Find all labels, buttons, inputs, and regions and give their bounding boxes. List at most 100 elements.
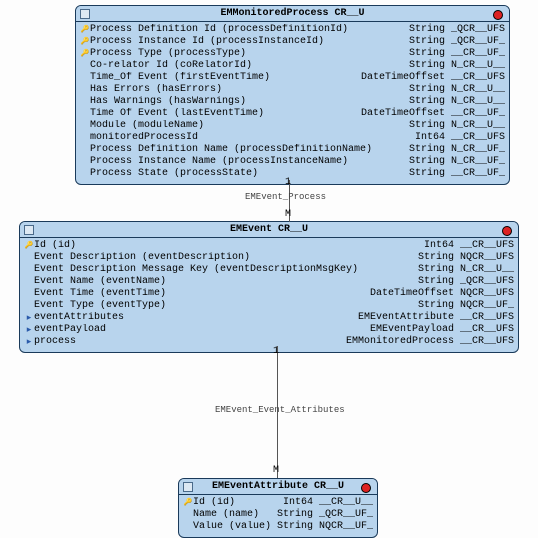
attribute-row: Event Type (eventType)String NQCR__UF_: [24, 300, 514, 312]
attribute-name: Process State (processState): [90, 168, 403, 180]
attribute-type: DateTimeOffset NQCR__UFS: [364, 288, 514, 300]
key-icon: 🔑: [80, 36, 90, 48]
attribute-row: ▸processEMMonitoredProcess __CR__UFS: [24, 336, 514, 348]
attribute-row: Module (moduleName)String N_CR__U__: [80, 120, 505, 132]
blank-icon: [80, 96, 90, 108]
attribute-row: Event Description Message Key (eventDesc…: [24, 264, 514, 276]
cardinality-label: M: [273, 465, 279, 476]
attribute-row: Time_Of Event (firstEventTime)DateTimeOf…: [80, 72, 505, 84]
attribute-row: Process Definition Name (processDefiniti…: [80, 144, 505, 156]
blank-icon: [24, 276, 34, 288]
attribute-name: Name (name): [193, 509, 271, 521]
entity-header: EMMonitoredProcess CR__U: [76, 6, 509, 22]
entity-body: 🔑Id (id)Int64 __CR__U__Name (name)String…: [179, 495, 377, 537]
attribute-type: Int64 __CR__U__: [277, 497, 373, 509]
attribute-row: 🔑Id (id)Int64 __CR__U__: [183, 497, 373, 509]
attribute-name: eventPayload: [34, 324, 364, 336]
attribute-type: EMMonitoredProcess __CR__UFS: [340, 336, 514, 348]
attribute-type: String N_CR__UF_: [403, 144, 505, 156]
attribute-type: String NQCR__UF_: [412, 300, 514, 312]
red-dot-icon: [361, 483, 371, 493]
attribute-name: Has Errors (hasErrors): [90, 84, 403, 96]
blank-icon: [24, 264, 34, 276]
attribute-row: Process Instance Name (processInstanceNa…: [80, 156, 505, 168]
blank-icon: [80, 108, 90, 120]
attribute-type: DateTimeOffset __CR__UF_: [355, 108, 505, 120]
attribute-type: String NQCR__UF_: [271, 521, 373, 533]
attribute-name: Process Instance Id (processInstanceId): [90, 36, 403, 48]
attribute-name: Event Time (eventTime): [34, 288, 364, 300]
attribute-type: String N_CR__U__: [403, 120, 505, 132]
entity-body: 🔑Process Definition Id (processDefinitio…: [76, 22, 509, 184]
blank-icon: [183, 521, 193, 533]
blank-icon: [24, 252, 34, 264]
attribute-row: Value (value)String NQCR__UF_: [183, 521, 373, 533]
attribute-name: Event Type (eventType): [34, 300, 412, 312]
attribute-type: String NQCR__UFS: [412, 252, 514, 264]
entity-body: 🔑Id (id)Int64 __CR__UFSEvent Description…: [20, 238, 518, 352]
cardinality-label: 1: [273, 346, 279, 357]
attribute-row: Co-relator Id (coRelatorId)String N_CR__…: [80, 60, 505, 72]
attribute-name: Co-relator Id (coRelatorId): [90, 60, 403, 72]
attribute-type: String N_CR__U__: [403, 96, 505, 108]
attribute-row: 🔑Id (id)Int64 __CR__UFS: [24, 240, 514, 252]
blank-icon: [80, 72, 90, 84]
attribute-type: String _QCR__UFS: [403, 24, 505, 36]
attribute-type: String _QCR__UF_: [403, 36, 505, 48]
attribute-row: 🔑Process Definition Id (processDefinitio…: [80, 24, 505, 36]
blank-icon: [24, 300, 34, 312]
red-dot-icon: [502, 226, 512, 236]
attribute-type: String N_CR__UF_: [403, 156, 505, 168]
entity-icon: [183, 482, 193, 492]
entity-emmonitoredprocess: EMMonitoredProcess CR__U 🔑Process Defini…: [75, 5, 510, 185]
attribute-row: Event Name (eventName)String _QCR__UFS: [24, 276, 514, 288]
attribute-name: monitoredProcessId: [90, 132, 409, 144]
nav-icon: ▸: [24, 324, 34, 336]
attribute-name: Id (id): [34, 240, 418, 252]
attribute-name: Event Description Message Key (eventDesc…: [34, 264, 412, 276]
attribute-name: Process Type (processType): [90, 48, 403, 60]
entity-title: EMMonitoredProcess CR__U: [220, 8, 364, 19]
entity-emeventattribute: EMEventAttribute CR__U 🔑Id (id)Int64 __C…: [178, 478, 378, 538]
blank-icon: [183, 509, 193, 521]
blank-icon: [80, 60, 90, 72]
attribute-row: Process State (processState)String __CR_…: [80, 168, 505, 180]
cardinality-label: 1: [285, 177, 291, 188]
attribute-name: Module (moduleName): [90, 120, 403, 132]
attribute-name: Time Of Event (lastEventTime): [90, 108, 355, 120]
entity-header: EMEventAttribute CR__U: [179, 479, 377, 495]
attribute-type: EMEventAttribute __CR__UFS: [352, 312, 514, 324]
entity-emevent: EMEvent CR__U 🔑Id (id)Int64 __CR__UFSEve…: [19, 221, 519, 353]
entity-title: EMEvent CR__U: [230, 224, 308, 235]
attribute-type: String _QCR__UF_: [271, 509, 373, 521]
attribute-type: Int64 __CR__UFS: [409, 132, 505, 144]
blank-icon: [80, 168, 90, 180]
blank-icon: [80, 156, 90, 168]
attribute-row: ▸eventPayloadEMEventPayload __CR__UFS: [24, 324, 514, 336]
attribute-type: EMEventPayload __CR__UFS: [364, 324, 514, 336]
attribute-type: String _QCR__UFS: [412, 276, 514, 288]
red-dot-icon: [493, 10, 503, 20]
attribute-row: monitoredProcessIdInt64 __CR__UFS: [80, 132, 505, 144]
key-icon: 🔑: [24, 240, 34, 252]
attribute-name: Id (id): [193, 497, 277, 509]
attribute-type: String N_CR__U__: [403, 84, 505, 96]
attribute-name: Process Definition Id (processDefinition…: [90, 24, 403, 36]
attribute-row: Has Warnings (hasWarnings)String N_CR__U…: [80, 96, 505, 108]
attribute-row: Event Description (eventDescription)Stri…: [24, 252, 514, 264]
attribute-row: Name (name)String _QCR__UF_: [183, 509, 373, 521]
attribute-name: Time_Of Event (firstEventTime): [90, 72, 355, 84]
entity-icon: [80, 9, 90, 19]
attribute-name: Process Definition Name (processDefiniti…: [90, 144, 403, 156]
attribute-type: String N_CR__U__: [412, 264, 514, 276]
entity-icon: [24, 225, 34, 235]
entity-title: EMEventAttribute CR__U: [212, 481, 344, 492]
attribute-row: Time Of Event (lastEventTime)DateTimeOff…: [80, 108, 505, 120]
attribute-row: Has Errors (hasErrors)String N_CR__U__: [80, 84, 505, 96]
blank-icon: [80, 84, 90, 96]
blank-icon: [24, 288, 34, 300]
attribute-type: Int64 __CR__UFS: [418, 240, 514, 252]
blank-icon: [80, 120, 90, 132]
attribute-name: Value (value): [193, 521, 271, 533]
relationship-label: EMEvent_Process: [245, 192, 326, 202]
